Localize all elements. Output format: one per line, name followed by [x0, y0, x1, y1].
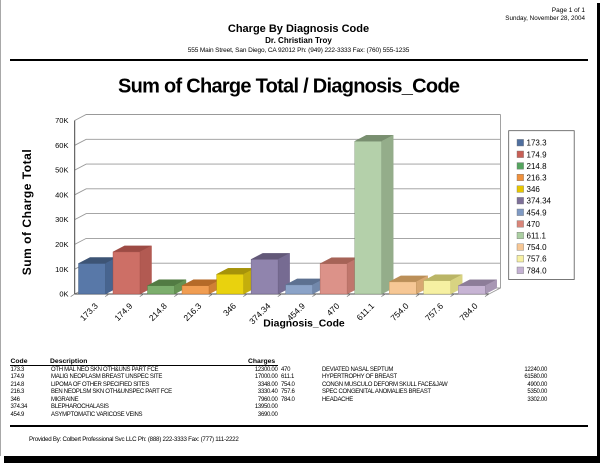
svg-text:214.8: 214.8	[527, 162, 548, 171]
svg-text:214.8: 214.8	[147, 301, 169, 323]
svg-text:30K: 30K	[55, 215, 68, 224]
svg-text:216.3: 216.3	[181, 301, 203, 323]
svg-text:Sum of Charge Total / Diagnosi: Sum of Charge Total / Diagnosis_Code	[118, 76, 460, 98]
svg-text:754.0: 754.0	[388, 301, 410, 323]
svg-text:374.34: 374.34	[527, 197, 552, 206]
svg-text:10K: 10K	[55, 265, 68, 274]
svg-text:470: 470	[324, 301, 341, 318]
svg-text:757.6: 757.6	[423, 301, 445, 323]
svg-text:40K: 40K	[55, 190, 68, 199]
svg-text:174.9: 174.9	[527, 150, 548, 159]
svg-text:757.6: 757.6	[527, 255, 548, 264]
svg-text:216.3: 216.3	[527, 174, 548, 183]
svg-text:173.3: 173.3	[527, 139, 548, 148]
svg-text:346: 346	[221, 301, 238, 318]
svg-text:20K: 20K	[55, 240, 68, 249]
svg-text:0K: 0K	[59, 290, 68, 299]
svg-text:346: 346	[527, 185, 541, 194]
svg-text:50K: 50K	[55, 166, 68, 175]
svg-text:174.9: 174.9	[112, 301, 134, 323]
svg-text:173.3: 173.3	[78, 301, 100, 323]
svg-text:784.0: 784.0	[527, 266, 548, 275]
svg-text:784.0: 784.0	[457, 301, 479, 323]
svg-text:470: 470	[527, 220, 541, 229]
svg-text:Diagnosis_Code: Diagnosis_Code	[263, 319, 345, 330]
svg-text:454.9: 454.9	[527, 208, 548, 217]
svg-text:60K: 60K	[55, 141, 68, 150]
svg-text:Sum of Charge Total: Sum of Charge Total	[20, 149, 34, 275]
svg-text:611.1: 611.1	[527, 232, 547, 241]
svg-text:611.1: 611.1	[354, 301, 376, 323]
svg-text:70K: 70K	[55, 116, 68, 125]
svg-text:754.0: 754.0	[527, 243, 548, 252]
